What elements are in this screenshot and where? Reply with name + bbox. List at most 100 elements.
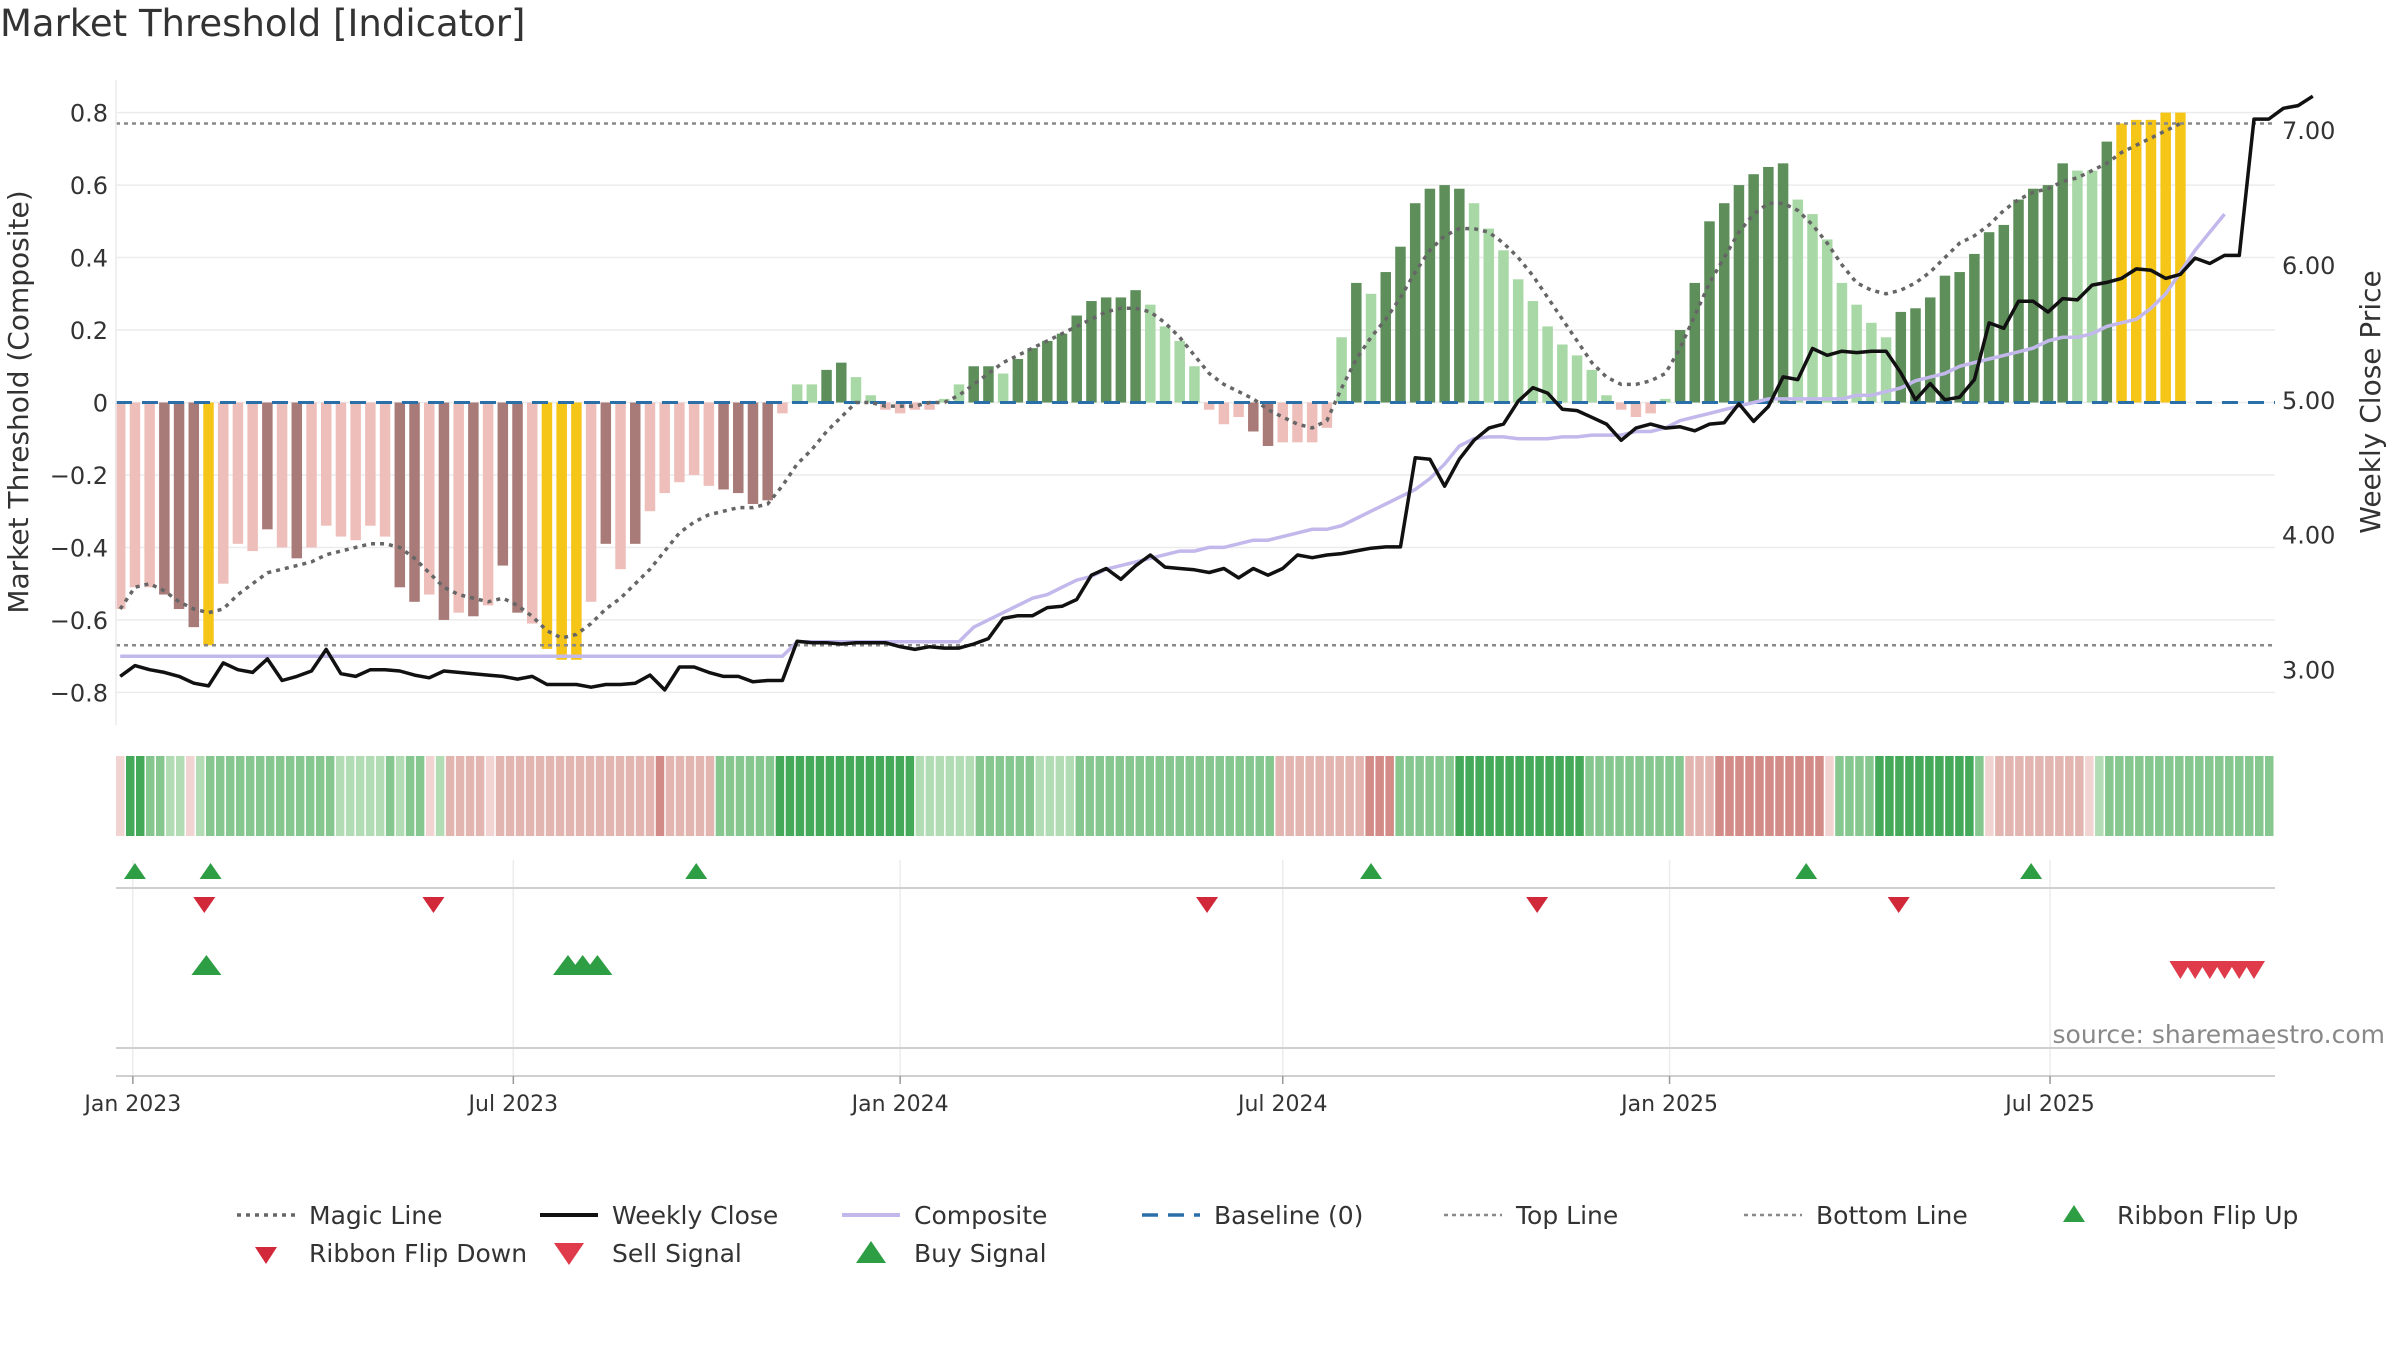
- ribbon-cell: [1725, 756, 1734, 836]
- ribbon-cell: [1915, 756, 1924, 836]
- ribbon-cell: [2075, 756, 2084, 836]
- composite-bar: [438, 402, 450, 620]
- sell-signal-swatch: [554, 1243, 584, 1265]
- ribbon-cell: [785, 756, 795, 836]
- y2-tick-label: 6.00: [2282, 252, 2335, 280]
- composite-bar: [1380, 272, 1392, 403]
- composite-bar: [733, 402, 744, 494]
- ribbon-cell: [1145, 756, 1155, 836]
- composite-bar: [262, 402, 273, 530]
- ribbon-cell: [1495, 756, 1504, 836]
- composite-bar: [350, 402, 361, 541]
- ribbon-cell: [1705, 756, 1714, 836]
- weekly-close-line: [119, 94, 2314, 692]
- composite-bar: [1924, 297, 1936, 403]
- ribbon-cell: [1195, 756, 1204, 836]
- ribbon-cell: [1385, 756, 1394, 836]
- ribbon-cell: [1565, 756, 1574, 836]
- reference-lines: [116, 122, 2275, 647]
- legend-composite: Composite: [840, 1195, 1047, 1235]
- ribbon-cell: [2225, 756, 2234, 836]
- y2-axis-label: Weekly Close Price: [2354, 270, 2387, 533]
- y-tick-label: 0.8: [70, 100, 108, 128]
- ribbon-cell: [1905, 756, 1914, 836]
- chart-title: Market Threshold [Indicator]: [0, 2, 526, 45]
- composite-bar: [1586, 369, 1598, 403]
- ribbon-cell: [1935, 756, 1944, 836]
- composite-bar: [1336, 337, 1347, 403]
- ribbon-cell: [585, 756, 595, 836]
- legend-label: Bottom Line: [1816, 1200, 1968, 1230]
- composite-bar: [1704, 221, 1715, 403]
- ribbon-cell: [385, 756, 395, 836]
- magic-line: [118, 121, 2182, 640]
- ribbon-cell: [155, 756, 165, 836]
- ribbon-cell: [2135, 756, 2144, 836]
- ribbon-cell: [1255, 756, 1264, 836]
- legend-label: Baseline (0): [1214, 1200, 1364, 1230]
- ribbon-cell: [325, 756, 335, 836]
- composite-bar: [1601, 395, 1612, 403]
- ribbon-cell: [1535, 756, 1544, 836]
- ribbon-cell: [295, 756, 305, 836]
- ribbon-cell: [1995, 756, 2004, 836]
- ribbon-cell: [435, 756, 445, 836]
- ribbon-cell: [1045, 756, 1055, 836]
- composite-bar: [2175, 112, 2186, 403]
- ribbon-cell: [2195, 756, 2204, 836]
- ribbon-cell: [275, 756, 285, 836]
- ribbon-cell: [1155, 756, 1165, 836]
- composite-bar: [306, 402, 317, 548]
- ribbon-cell: [825, 756, 835, 836]
- composite-bar: [777, 402, 788, 414]
- ribbon-cell: [1185, 756, 1194, 836]
- ribbon-cell: [1805, 756, 1814, 836]
- ribbon-cell: [885, 756, 895, 836]
- ribbon-cell: [1265, 756, 1274, 836]
- x-tick-label: Jan 2025: [1619, 1092, 1718, 1117]
- ribbon-cell: [1175, 756, 1185, 836]
- ribbon-cell: [1365, 756, 1374, 836]
- y-tick-label: −0.4: [50, 534, 108, 562]
- ribbon-cell: [1885, 756, 1894, 836]
- ribbon-cell: [1135, 756, 1145, 836]
- composite-bar: [1718, 203, 1730, 403]
- ribbon-cell: [165, 756, 175, 836]
- composite-bar: [1821, 239, 1833, 403]
- composite-bar: [1807, 214, 1818, 403]
- ribbon-cell: [535, 756, 545, 836]
- ribbon-cell: [2145, 756, 2154, 836]
- ribbon-cell: [1615, 756, 1624, 836]
- ribbon-cell: [485, 756, 495, 836]
- ribbon-cell: [265, 756, 275, 836]
- x-tick-label: Jan 2023: [82, 1092, 181, 1117]
- ribbon-cell: [875, 756, 885, 836]
- composite-bar: [821, 369, 832, 403]
- composite-bar: [1939, 275, 1951, 403]
- composite-bar: [1056, 333, 1068, 403]
- bottom-line-swatch: [1744, 1213, 1802, 1217]
- composite-bar: [541, 402, 553, 649]
- ribbon-cell: [1585, 756, 1594, 836]
- y-tick-label: 0.2: [70, 317, 108, 345]
- ribbon-cell: [1525, 756, 1534, 836]
- legend-label: Buy Signal: [914, 1238, 1047, 1268]
- ribbon-cell: [665, 756, 675, 836]
- ribbon-cell: [1835, 756, 1844, 836]
- ribbon-cell: [2235, 756, 2244, 836]
- ribbon-cell: [1975, 756, 1984, 836]
- composite-bar: [659, 402, 670, 494]
- ribbon-cell: [1505, 756, 1514, 836]
- composite-bar: [718, 402, 729, 490]
- ribbon-cell: [1795, 756, 1804, 836]
- ribbon-cell: [575, 756, 585, 836]
- composite-bar: [630, 402, 641, 544]
- ribbon-cell: [1125, 756, 1135, 836]
- composite-bar: [1012, 359, 1024, 403]
- composite-bar: [2101, 141, 2113, 403]
- composite-bar: [247, 402, 258, 552]
- ribbon-cell: [1955, 756, 1964, 836]
- composite-bar: [850, 377, 862, 403]
- composite-bar: [1395, 246, 1406, 403]
- sell-signal-marker: [2228, 961, 2251, 979]
